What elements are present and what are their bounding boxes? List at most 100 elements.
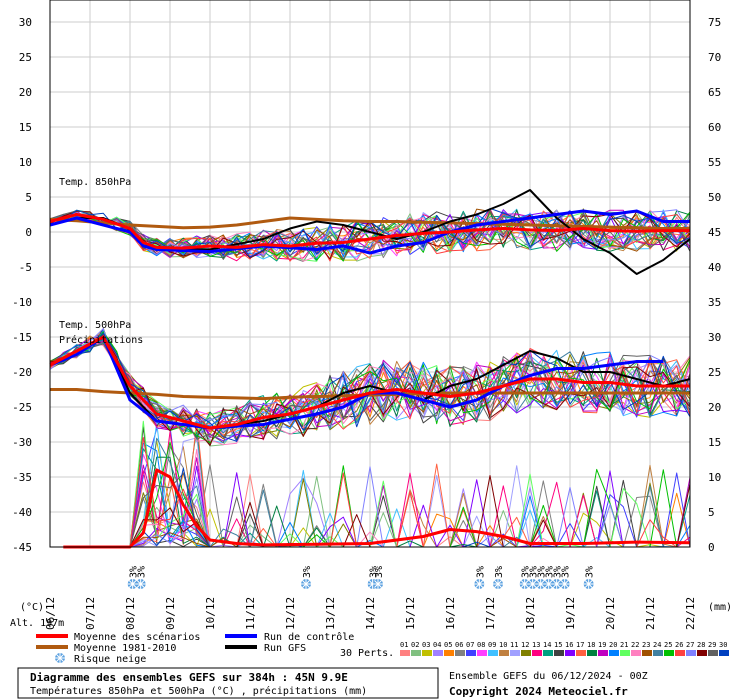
snow-risk-label: 3% <box>553 566 564 578</box>
right-tick-label: 70 <box>708 51 721 64</box>
member-id-label: 23 <box>642 641 650 649</box>
date-tick-label: 13/12 <box>324 597 337 630</box>
date-tick-label: 12/12 <box>284 597 297 630</box>
plot-frame <box>49 0 691 548</box>
snowflake-rays <box>373 579 383 589</box>
main-series <box>49 189 691 549</box>
member-t500-line <box>49 340 691 438</box>
clim-t850-line <box>49 216 690 230</box>
mean-precip-line <box>63 468 691 549</box>
snowflake-rays <box>583 579 594 589</box>
control-t850-line <box>49 209 690 255</box>
date-tick-label: 06/12 <box>44 597 57 630</box>
snow-risk-label: 3% <box>137 566 148 578</box>
label-t500: Temp. 500hPa <box>59 320 131 331</box>
snow-risk-label: 3% <box>302 566 313 578</box>
member-id-label: 07 <box>466 641 474 649</box>
clim-t500-line <box>50 388 690 401</box>
date-tick-label: 07/12 <box>84 597 97 630</box>
member-swatch <box>598 650 608 656</box>
date-tick-label: 10/12 <box>204 597 217 630</box>
snowflake-icon: 3% <box>543 566 556 589</box>
date-tick-label: 09/12 <box>164 597 177 630</box>
member-id-label: 03 <box>422 641 430 649</box>
info-title: Diagramme des ensembles GEFS sur 384h : … <box>30 671 348 684</box>
info-subtitle: Températures 850hPa et 500hPa (°C) , pré… <box>30 685 367 697</box>
member-swatch <box>686 650 696 656</box>
snowflake-rays <box>135 579 146 589</box>
member-id-label: 24 <box>653 641 661 649</box>
date-tick-label: 18/12 <box>524 597 537 630</box>
label-precip: Précipitations <box>59 334 143 346</box>
left-tick-label: -40 <box>12 506 32 519</box>
member-swatch <box>422 650 432 656</box>
snowflake-icon: 3% <box>493 566 505 589</box>
member-id-label: 30 <box>719 641 727 649</box>
right-tick-label: 20 <box>708 401 721 414</box>
right-tick-label: 45 <box>708 226 721 239</box>
snow-risk-label: 3% <box>529 566 540 578</box>
right-tick-label: 0 <box>708 541 715 554</box>
snow-risk-label: 3% <box>374 566 385 578</box>
snow-risk-label: 3% <box>537 566 548 578</box>
date-tick-label: 20/12 <box>604 597 617 630</box>
snowflake-rays <box>519 579 530 589</box>
snow-risk-label: 3% <box>494 566 505 578</box>
left-tick-label: 0 <box>25 226 32 239</box>
member-swatch <box>708 650 718 656</box>
left-tick-label: -25 <box>12 401 32 414</box>
member-swatch <box>609 650 619 656</box>
right-tick-label: 10 <box>708 471 721 484</box>
member-swatch <box>400 650 410 656</box>
member-t500-line <box>49 332 691 442</box>
snowflake-icon: 3% <box>527 566 540 589</box>
member-swatch <box>719 650 729 656</box>
snowflake-rays <box>301 579 311 589</box>
run-info: Ensemble GEFS du 06/12/2024 - 00Z <box>449 671 648 682</box>
member-id-label: 29 <box>708 641 716 649</box>
right-tick-label: 75 <box>708 16 721 29</box>
left-tick-label: 10 <box>19 156 32 169</box>
left-tick-label: -35 <box>12 471 32 484</box>
snowflake-icon: 3% <box>474 566 486 589</box>
member-id-label: 06 <box>455 641 463 649</box>
member-t500-line <box>49 341 691 434</box>
member-swatch <box>532 650 542 656</box>
member-id-label: 12 <box>521 641 529 649</box>
snow-risk-row: 3%3% 3% 3%3% 3% 3% 3%3%3%3%3%3% 3% <box>127 566 596 589</box>
member-swatch <box>642 650 652 656</box>
member-id-label: 16 <box>565 641 573 649</box>
member-id-label: 13 <box>532 641 540 649</box>
member-t500-line <box>49 331 691 444</box>
right-unit-label: (mm) <box>708 602 732 613</box>
right-tick-label: 35 <box>708 296 721 309</box>
snowflake-rays <box>527 579 538 589</box>
member-swatch <box>620 650 630 656</box>
snowflake-icon: 3% <box>551 566 564 589</box>
date-tick-label: 11/12 <box>244 597 257 630</box>
left-tick-label: -20 <box>12 366 32 379</box>
snowflake-icon: 3% <box>127 566 140 589</box>
left-tick-label: 15 <box>19 121 32 134</box>
member-swatch <box>455 650 465 656</box>
member-id-label: 18 <box>587 641 595 649</box>
member-swatch <box>477 650 487 656</box>
member-swatch <box>543 650 553 656</box>
right-tick-label: 60 <box>708 121 721 134</box>
member-id-label: 19 <box>598 641 606 649</box>
member-swatch <box>576 650 586 656</box>
left-tick-label: 20 <box>19 86 32 99</box>
member-swatch <box>565 650 575 656</box>
snowflake-rays <box>493 579 503 589</box>
member-swatch <box>664 650 674 656</box>
snow-risk-label: 3% <box>129 566 140 578</box>
member-id-label: 11 <box>510 641 518 649</box>
left-tick-label: -15 <box>12 331 32 344</box>
snowflake-rays <box>367 579 378 589</box>
legend-clim-label: Moyenne 1981-2010 <box>74 643 176 654</box>
date-tick-label: 19/12 <box>564 597 577 630</box>
left-tick-label: 30 <box>19 16 32 29</box>
member-id-label: 27 <box>686 641 694 649</box>
member-id-label: 09 <box>488 641 496 649</box>
label-t850: Temp. 850hPa <box>59 177 131 188</box>
